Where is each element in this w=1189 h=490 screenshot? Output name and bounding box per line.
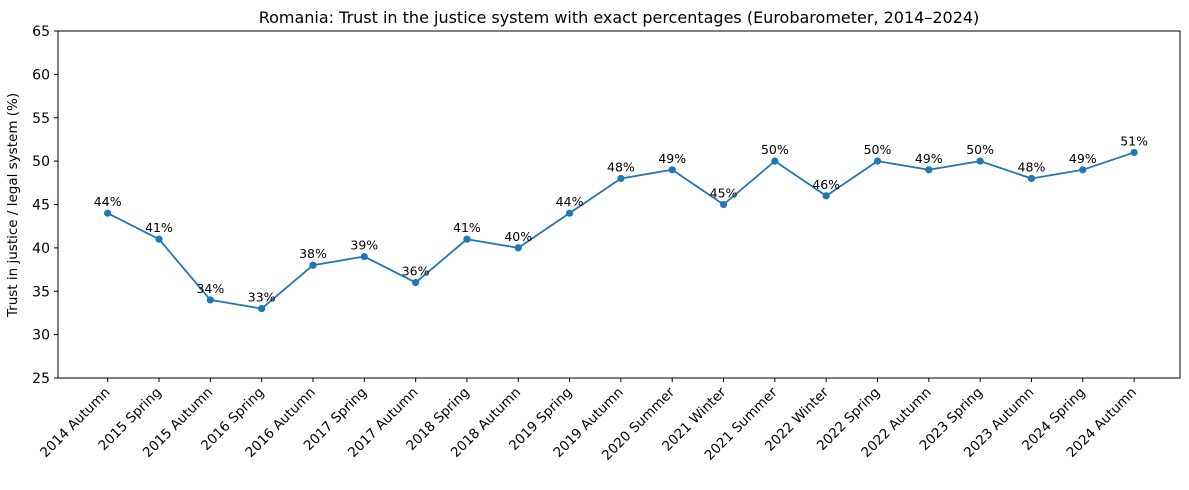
y-tick-label: 35 bbox=[32, 284, 50, 300]
data-point bbox=[1079, 166, 1087, 174]
data-point bbox=[617, 174, 625, 183]
data-point bbox=[258, 305, 266, 313]
data-point bbox=[206, 296, 214, 304]
data-point-label: 49% bbox=[658, 151, 686, 166]
y-tick-label: 55 bbox=[32, 111, 50, 127]
data-point bbox=[873, 157, 882, 165]
data-point bbox=[1027, 174, 1036, 183]
data-point-label: 50% bbox=[761, 142, 789, 157]
axes-frame bbox=[57, 30, 1181, 379]
data-point bbox=[155, 235, 163, 243]
data-point-label: 50% bbox=[966, 142, 994, 157]
y-tick-label: 25 bbox=[32, 371, 50, 387]
y-tick-label: 30 bbox=[32, 328, 50, 344]
data-point bbox=[104, 209, 112, 217]
data-point-label: 44% bbox=[94, 194, 122, 209]
y-tick-label: 45 bbox=[32, 198, 50, 214]
y-tick-label: 65 bbox=[32, 24, 50, 40]
y-axis-label: Trust in justice / legal system (%) bbox=[5, 93, 21, 318]
data-point bbox=[565, 209, 574, 217]
data-point-label: 48% bbox=[607, 159, 635, 174]
data-point bbox=[412, 278, 420, 287]
data-point-label: 45% bbox=[710, 186, 738, 201]
data-point-label: 33% bbox=[248, 290, 276, 305]
y-tick-label: 60 bbox=[32, 67, 50, 83]
data-point-label: 39% bbox=[350, 238, 378, 253]
data-point bbox=[463, 235, 471, 243]
data-point-label: 50% bbox=[864, 142, 892, 157]
data-point-label: 44% bbox=[556, 194, 584, 209]
y-tick-label: 40 bbox=[32, 241, 50, 257]
data-point-label: 51% bbox=[1120, 133, 1148, 148]
data-point-label: 49% bbox=[915, 151, 943, 166]
data-point bbox=[719, 200, 728, 209]
data-point-label: 49% bbox=[1069, 151, 1097, 166]
data-point-label: 41% bbox=[145, 220, 173, 235]
data-point bbox=[668, 166, 676, 174]
y-tick-label: 50 bbox=[32, 154, 50, 170]
data-point-label: 34% bbox=[196, 281, 224, 296]
data-point bbox=[925, 166, 933, 174]
data-point bbox=[360, 252, 368, 261]
data-point bbox=[309, 261, 317, 269]
data-point-label: 46% bbox=[812, 177, 840, 192]
data-point-label: 48% bbox=[1018, 159, 1046, 174]
data-point bbox=[1130, 148, 1138, 157]
data-point bbox=[976, 157, 984, 165]
data-point bbox=[514, 244, 522, 252]
data-point-label: 38% bbox=[299, 246, 327, 261]
data-point-label: 40% bbox=[504, 229, 532, 244]
data-point bbox=[822, 192, 830, 200]
data-point-label: 41% bbox=[453, 220, 481, 235]
data-point bbox=[771, 157, 779, 165]
data-point-label: 36% bbox=[402, 264, 430, 279]
chart-title: Romania: Trust in the justice system wit… bbox=[259, 8, 980, 27]
